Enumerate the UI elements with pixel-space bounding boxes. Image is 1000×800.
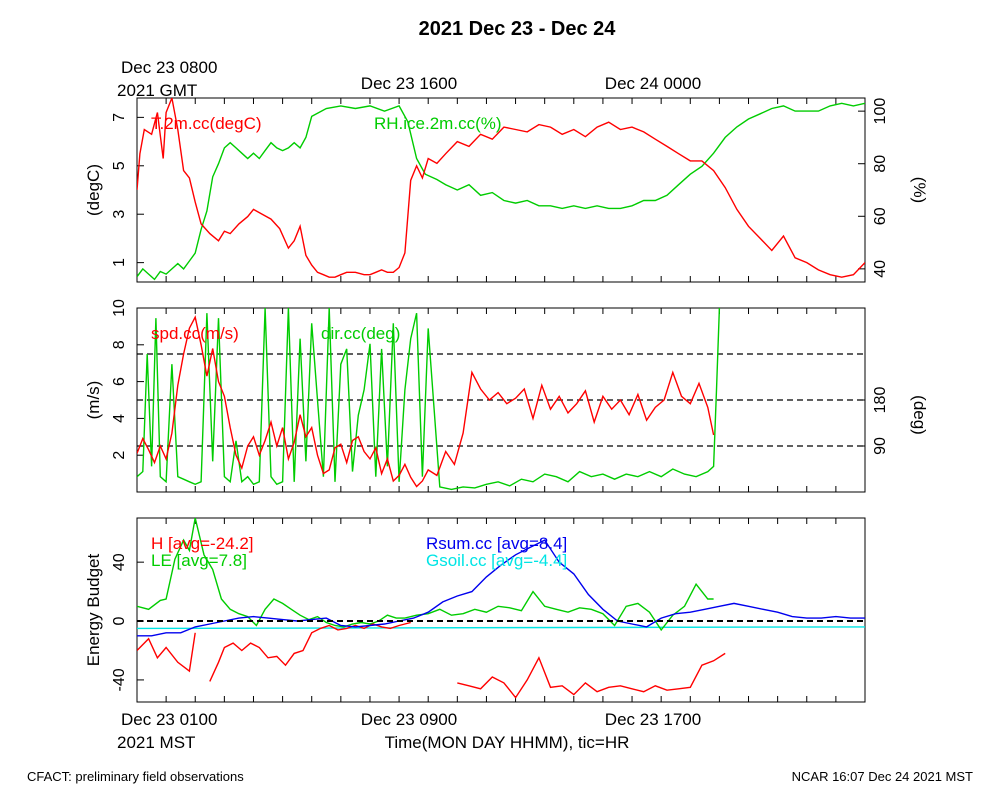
degC-tick-label: 1 [111,258,128,267]
ms-tick-label: 10 [111,299,128,317]
degC-tick-label: 7 [111,113,128,122]
top-time-label-1: Dec 23 0800 [121,58,217,77]
le-line [137,518,714,632]
series-label-h: H [avg=-24.2] [151,534,254,553]
panel-temperature-rh: 1 3 5 7 40 60 80 100 [111,98,889,282]
h-line [137,632,196,673]
top-time-label-2: Dec 23 1600 [361,74,457,93]
chart-title: 2021 Dec 23 - Dec 24 [419,18,617,40]
temperature-line [137,98,865,278]
rsum-cc-line [137,539,865,637]
bottom-time-label-3: Dec 23 1700 [605,710,701,729]
footer-left: CFACT: preliminary field observations [27,769,244,784]
energy-tick-label: 0 [111,616,128,625]
h-line [457,652,726,699]
ms-tick-label: 4 [111,414,128,423]
series-label-rsum: Rsum.cc [avg=8.4] [426,534,567,553]
speed-line [137,315,715,488]
series-label-temperature: T.2m.cc(degC) [151,114,262,133]
percent-tick-label: 40 [872,260,889,278]
degC-tick-label: 3 [111,210,128,219]
x-axis-label: Time(MON DAY HHMM), tic=HR [385,733,630,752]
percent-tick-label: 100 [872,98,889,125]
y-axis-label-energy: Energy Budget [84,553,103,666]
percent-tick-label: 80 [872,155,889,173]
bottom-time-label-2: Dec 23 0900 [361,710,457,729]
series-label-direction: dir.cc(deg) [321,324,400,343]
ms-tick-label: 8 [111,340,128,349]
footer-right: NCAR 16:07 Dec 24 2021 MST [792,769,973,784]
y-axis-label-ms: (m/s) [84,381,103,420]
deg-tick-label: 180 [872,387,889,414]
top-time-label-1-year: 2021 GMT [117,81,197,100]
series-label-le: LE [avg=7.8] [151,551,247,570]
energy-tick-label: -40 [111,668,128,691]
percent-tick-label: 60 [872,207,889,225]
ms-tick-label: 6 [111,377,128,386]
rh-line [137,102,865,281]
series-label-speed: spd.cc(m/s) [151,324,239,343]
gsoil-cc-line [137,626,865,630]
bottom-time-label-1: Dec 23 0100 [121,710,217,729]
series-label-rh: RH.ice.2m.cc(%) [374,114,502,133]
degC-tick-label: 5 [111,161,128,170]
deg-tick-label: 90 [872,437,889,455]
y-axis-label-percent: (%) [910,177,929,203]
direction-line [137,308,721,491]
series-label-gsoil: Gsoil.cc [avg=-4.4] [426,551,567,570]
ms-tick-label: 2 [111,451,128,460]
y-axis-label-degC: (degC) [84,164,103,216]
panel-wind: 2 4 6 8 10 90 180 [111,299,889,492]
top-time-label-3: Dec 24 0000 [605,74,701,93]
bottom-time-label-1-year: 2021 MST [117,733,195,752]
h-line [209,621,411,682]
panel-3-frame [136,517,866,703]
energy-tick-label: 40 [111,553,128,571]
y-axis-label-deg: (deg) [910,395,929,435]
panel-energy-budget: -40 0 40 [111,518,866,702]
